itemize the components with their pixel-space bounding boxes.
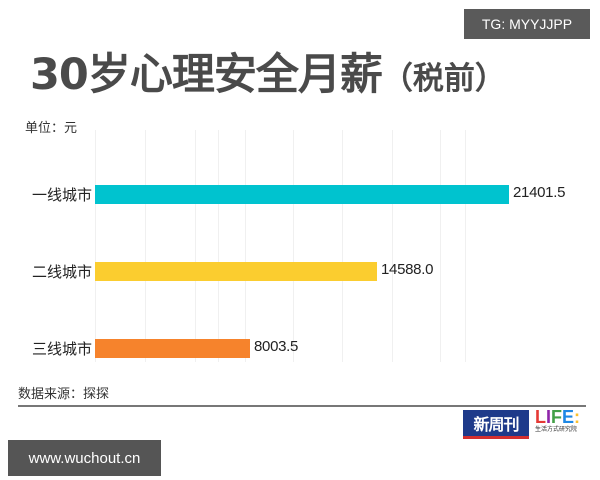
gridline (245, 130, 246, 362)
watermark-url: www.wuchout.cn (8, 440, 161, 476)
value-label-tier2: 14588.0 (381, 261, 434, 278)
bar-tier2 (95, 262, 377, 281)
xinzhoukan-logo: 新周刊 (463, 410, 529, 439)
category-label-tier2: 二线城市 (31, 263, 92, 281)
life-caption: 生活方式研究院 (535, 426, 578, 433)
gridline (293, 130, 294, 362)
gridline (392, 130, 393, 362)
gridline (145, 130, 146, 362)
gridline (465, 130, 466, 362)
unit-label: 单位：元 (25, 121, 78, 136)
gridline (95, 130, 96, 362)
gridline (218, 130, 219, 362)
data-source: 数据来源：探探 (18, 387, 110, 402)
gridline (440, 130, 441, 362)
value-label-tier3: 8003.5 (254, 338, 299, 355)
bar-tier1 (95, 185, 509, 204)
gridline (342, 130, 343, 362)
value-label-tier1: 21401.5 (513, 184, 566, 201)
gridline (195, 130, 196, 362)
divider (18, 405, 586, 407)
title-main: 30岁心理安全月薪 (30, 50, 383, 100)
category-label-tier1: 一线城市 (31, 186, 92, 204)
plot-area (95, 130, 515, 362)
life-wordmark: LIFE: (535, 407, 581, 427)
chart-title: 30岁心理安全月薪（税前） (30, 40, 506, 102)
category-label-tier3: 三线城市 (31, 340, 92, 358)
bar-tier3 (95, 339, 250, 358)
watermark-tg: TG: MYYJJPP (464, 9, 590, 39)
life-logo: LIFE: 生活方式研究院 (535, 408, 595, 438)
title-sub: （税前） (381, 61, 506, 97)
